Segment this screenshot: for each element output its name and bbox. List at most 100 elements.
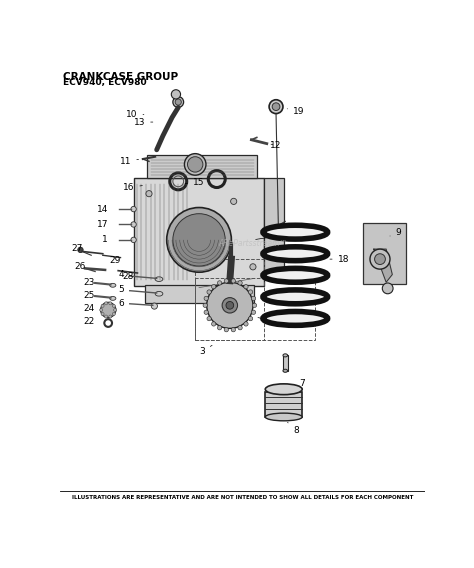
Text: 5: 5 [118, 285, 124, 294]
Text: 11: 11 [120, 157, 138, 166]
Text: ILLUSTRATIONS ARE REPRESENTATIVE AND ARE NOT INTENDED TO SHOW ALL DETAILS FOR EA: ILLUSTRATIONS ARE REPRESENTATIVE AND ARE… [72, 495, 414, 499]
Ellipse shape [265, 384, 302, 395]
Circle shape [131, 206, 137, 212]
Text: 12: 12 [270, 141, 281, 149]
Text: 18: 18 [330, 254, 349, 264]
Circle shape [224, 328, 228, 332]
Circle shape [231, 198, 237, 204]
Circle shape [131, 222, 137, 227]
Text: 4: 4 [118, 270, 124, 279]
Ellipse shape [265, 227, 325, 238]
Circle shape [78, 247, 83, 253]
Bar [265, 392, 302, 417]
Circle shape [238, 281, 242, 285]
Polygon shape [374, 249, 392, 282]
Circle shape [112, 304, 115, 307]
Ellipse shape [283, 369, 288, 372]
Circle shape [226, 302, 234, 309]
Text: 3: 3 [200, 345, 212, 356]
Circle shape [188, 157, 203, 172]
Circle shape [383, 283, 393, 294]
Circle shape [269, 100, 283, 114]
Circle shape [101, 304, 104, 307]
Circle shape [104, 302, 108, 305]
Circle shape [211, 322, 216, 326]
Bar [283, 356, 288, 371]
Text: 29: 29 [109, 256, 120, 265]
Ellipse shape [265, 291, 325, 303]
Text: 1: 1 [102, 235, 108, 244]
Text: 24: 24 [83, 304, 95, 313]
Bar [264, 178, 284, 271]
Bar [195, 278, 315, 340]
Ellipse shape [155, 291, 163, 296]
Circle shape [272, 103, 280, 111]
Text: 15: 15 [185, 178, 204, 187]
Ellipse shape [265, 413, 302, 421]
Text: 27: 27 [71, 244, 82, 253]
Circle shape [173, 97, 183, 107]
Text: 8: 8 [288, 423, 299, 435]
Circle shape [101, 312, 104, 316]
Text: 7: 7 [292, 379, 305, 389]
Circle shape [184, 153, 206, 175]
Text: ECV940, ECV980: ECV940, ECV980 [63, 78, 146, 87]
Bar [134, 178, 264, 286]
Circle shape [222, 298, 237, 313]
Circle shape [146, 191, 152, 197]
Text: 6: 6 [118, 299, 124, 307]
Text: 22: 22 [83, 317, 95, 326]
Text: 2: 2 [255, 228, 305, 240]
Circle shape [171, 90, 181, 99]
Circle shape [244, 322, 248, 326]
Circle shape [218, 325, 222, 330]
Circle shape [173, 214, 225, 266]
Ellipse shape [265, 248, 325, 260]
Ellipse shape [109, 283, 116, 287]
Circle shape [250, 264, 256, 270]
Circle shape [167, 207, 231, 272]
Text: ARePartsstream™: ARePartsstream™ [219, 239, 288, 248]
Text: 28: 28 [122, 272, 133, 281]
Circle shape [374, 254, 385, 265]
Text: 9: 9 [390, 228, 401, 237]
Circle shape [104, 315, 108, 318]
Text: 17: 17 [97, 220, 108, 229]
Circle shape [109, 302, 112, 305]
Circle shape [204, 296, 209, 300]
Text: 23: 23 [83, 278, 95, 287]
Circle shape [207, 290, 211, 294]
Circle shape [231, 279, 236, 283]
Circle shape [151, 303, 157, 309]
Bar [195, 259, 264, 340]
Circle shape [370, 249, 390, 269]
Circle shape [251, 310, 255, 315]
Circle shape [109, 315, 112, 318]
Circle shape [238, 325, 242, 330]
Ellipse shape [283, 354, 288, 357]
Circle shape [207, 282, 253, 328]
Circle shape [211, 285, 216, 289]
Circle shape [100, 302, 116, 318]
Circle shape [204, 310, 209, 315]
Text: 21: 21 [215, 299, 227, 308]
Text: 10: 10 [126, 110, 144, 119]
Text: 16: 16 [123, 183, 142, 192]
Circle shape [112, 312, 115, 316]
Circle shape [100, 308, 103, 311]
Bar [147, 155, 257, 178]
FancyBboxPatch shape [363, 223, 406, 284]
Ellipse shape [109, 296, 116, 300]
Circle shape [175, 99, 182, 105]
Text: 25: 25 [83, 291, 95, 300]
Bar [145, 285, 255, 303]
Circle shape [251, 296, 255, 300]
Text: 19: 19 [287, 107, 304, 116]
Ellipse shape [265, 269, 325, 281]
Ellipse shape [265, 312, 325, 324]
Circle shape [244, 285, 248, 289]
Circle shape [114, 308, 117, 311]
Circle shape [248, 316, 253, 321]
Text: 20: 20 [258, 318, 283, 327]
Text: CRANKCASE GROUP: CRANKCASE GROUP [63, 72, 178, 82]
